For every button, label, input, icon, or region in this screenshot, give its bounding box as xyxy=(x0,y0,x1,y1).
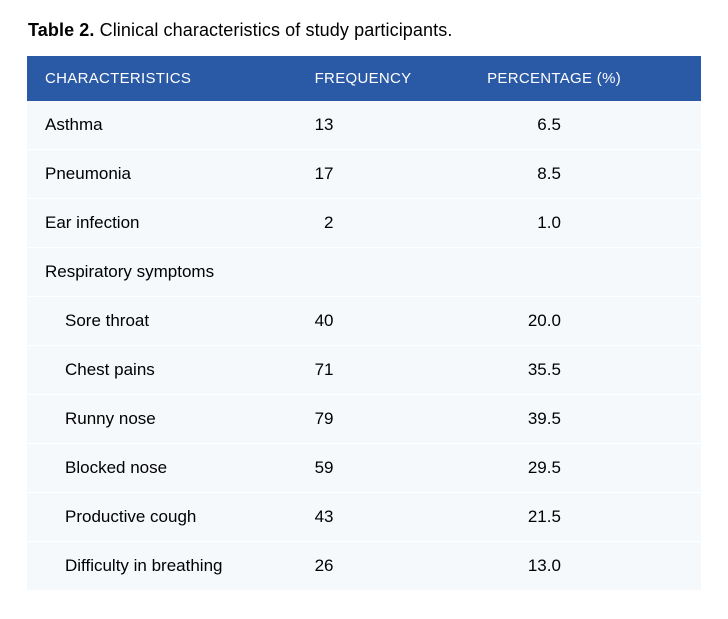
cell-frequency: 71 xyxy=(297,346,466,395)
cell-label: Sore throat xyxy=(27,297,297,346)
cell-percentage xyxy=(465,248,701,297)
table-header-row: CHARACTERISTICS FREQUENCY PERCENTAGE (%) xyxy=(27,56,701,101)
cell-percentage: 13.0 xyxy=(465,542,701,591)
cell-percentage: 39.5 xyxy=(465,395,701,444)
cell-label: Asthma xyxy=(27,101,297,150)
table-row: Chest pains 71 35.5 xyxy=(27,346,701,395)
col-characteristics: CHARACTERISTICS xyxy=(27,56,297,101)
table-row: Ear infection 2 1.0 xyxy=(27,199,701,248)
cell-frequency: 26 xyxy=(297,542,466,591)
cell-frequency: 17 xyxy=(297,150,466,199)
table-row: Asthma 13 6.5 xyxy=(27,101,701,150)
cell-label: Difficulty in breathing xyxy=(27,542,297,591)
cell-percentage: 35.5 xyxy=(465,346,701,395)
cell-label: Blocked nose xyxy=(27,444,297,493)
table-row: Blocked nose 59 29.5 xyxy=(27,444,701,493)
cell-percentage: 1.0 xyxy=(465,199,701,248)
cell-label: Respiratory symptoms xyxy=(27,248,297,297)
cell-percentage: 8.5 xyxy=(465,150,701,199)
cell-percentage: 20.0 xyxy=(465,297,701,346)
col-frequency: FREQUENCY xyxy=(297,56,466,101)
cell-frequency: 43 xyxy=(297,493,466,542)
table-container: CHARACTERISTICS FREQUENCY PERCENTAGE (%)… xyxy=(26,55,702,591)
table-caption-text: Clinical characteristics of study partic… xyxy=(100,20,453,40)
cell-frequency: 59 xyxy=(297,444,466,493)
cell-label: Ear infection xyxy=(27,199,297,248)
table-caption-label: Table 2. xyxy=(28,20,95,40)
table-caption: Table 2. Clinical characteristics of stu… xyxy=(28,20,702,41)
cell-frequency: 40 xyxy=(297,297,466,346)
cell-label: Productive cough xyxy=(27,493,297,542)
cell-label: Runny nose xyxy=(27,395,297,444)
cell-frequency: 79 xyxy=(297,395,466,444)
table-row: Respiratory symptoms xyxy=(27,248,701,297)
page: Table 2. Clinical characteristics of stu… xyxy=(0,0,728,619)
col-percentage: PERCENTAGE (%) xyxy=(465,56,701,101)
table-row: Productive cough 43 21.5 xyxy=(27,493,701,542)
clinical-characteristics-table: CHARACTERISTICS FREQUENCY PERCENTAGE (%)… xyxy=(27,56,701,590)
table-row: Pneumonia 17 8.5 xyxy=(27,150,701,199)
cell-frequency: 13 xyxy=(297,101,466,150)
cell-frequency: 2 xyxy=(297,199,466,248)
cell-percentage: 21.5 xyxy=(465,493,701,542)
cell-percentage: 6.5 xyxy=(465,101,701,150)
cell-label: Chest pains xyxy=(27,346,297,395)
table-row: Sore throat 40 20.0 xyxy=(27,297,701,346)
table-row: Runny nose 79 39.5 xyxy=(27,395,701,444)
table-row: Difficulty in breathing 26 13.0 xyxy=(27,542,701,591)
cell-label: Pneumonia xyxy=(27,150,297,199)
cell-frequency xyxy=(297,248,466,297)
cell-percentage: 29.5 xyxy=(465,444,701,493)
